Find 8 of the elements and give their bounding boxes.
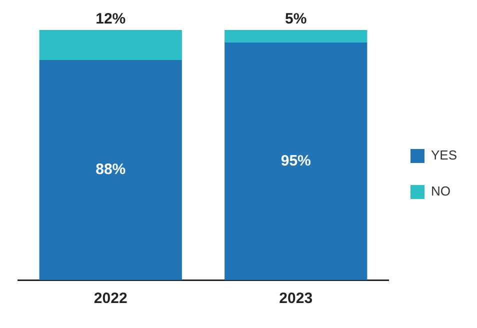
data-label: 12% [96,10,126,28]
x-tick-label: 2022 [94,290,128,308]
data-label: 5% [285,10,307,28]
data-label: 88% [96,161,126,178]
x-tick-label: 2023 [279,290,313,308]
data-label: 95% [280,152,311,170]
legend-label: NO [430,184,450,199]
legend-label: YES [430,148,458,163]
